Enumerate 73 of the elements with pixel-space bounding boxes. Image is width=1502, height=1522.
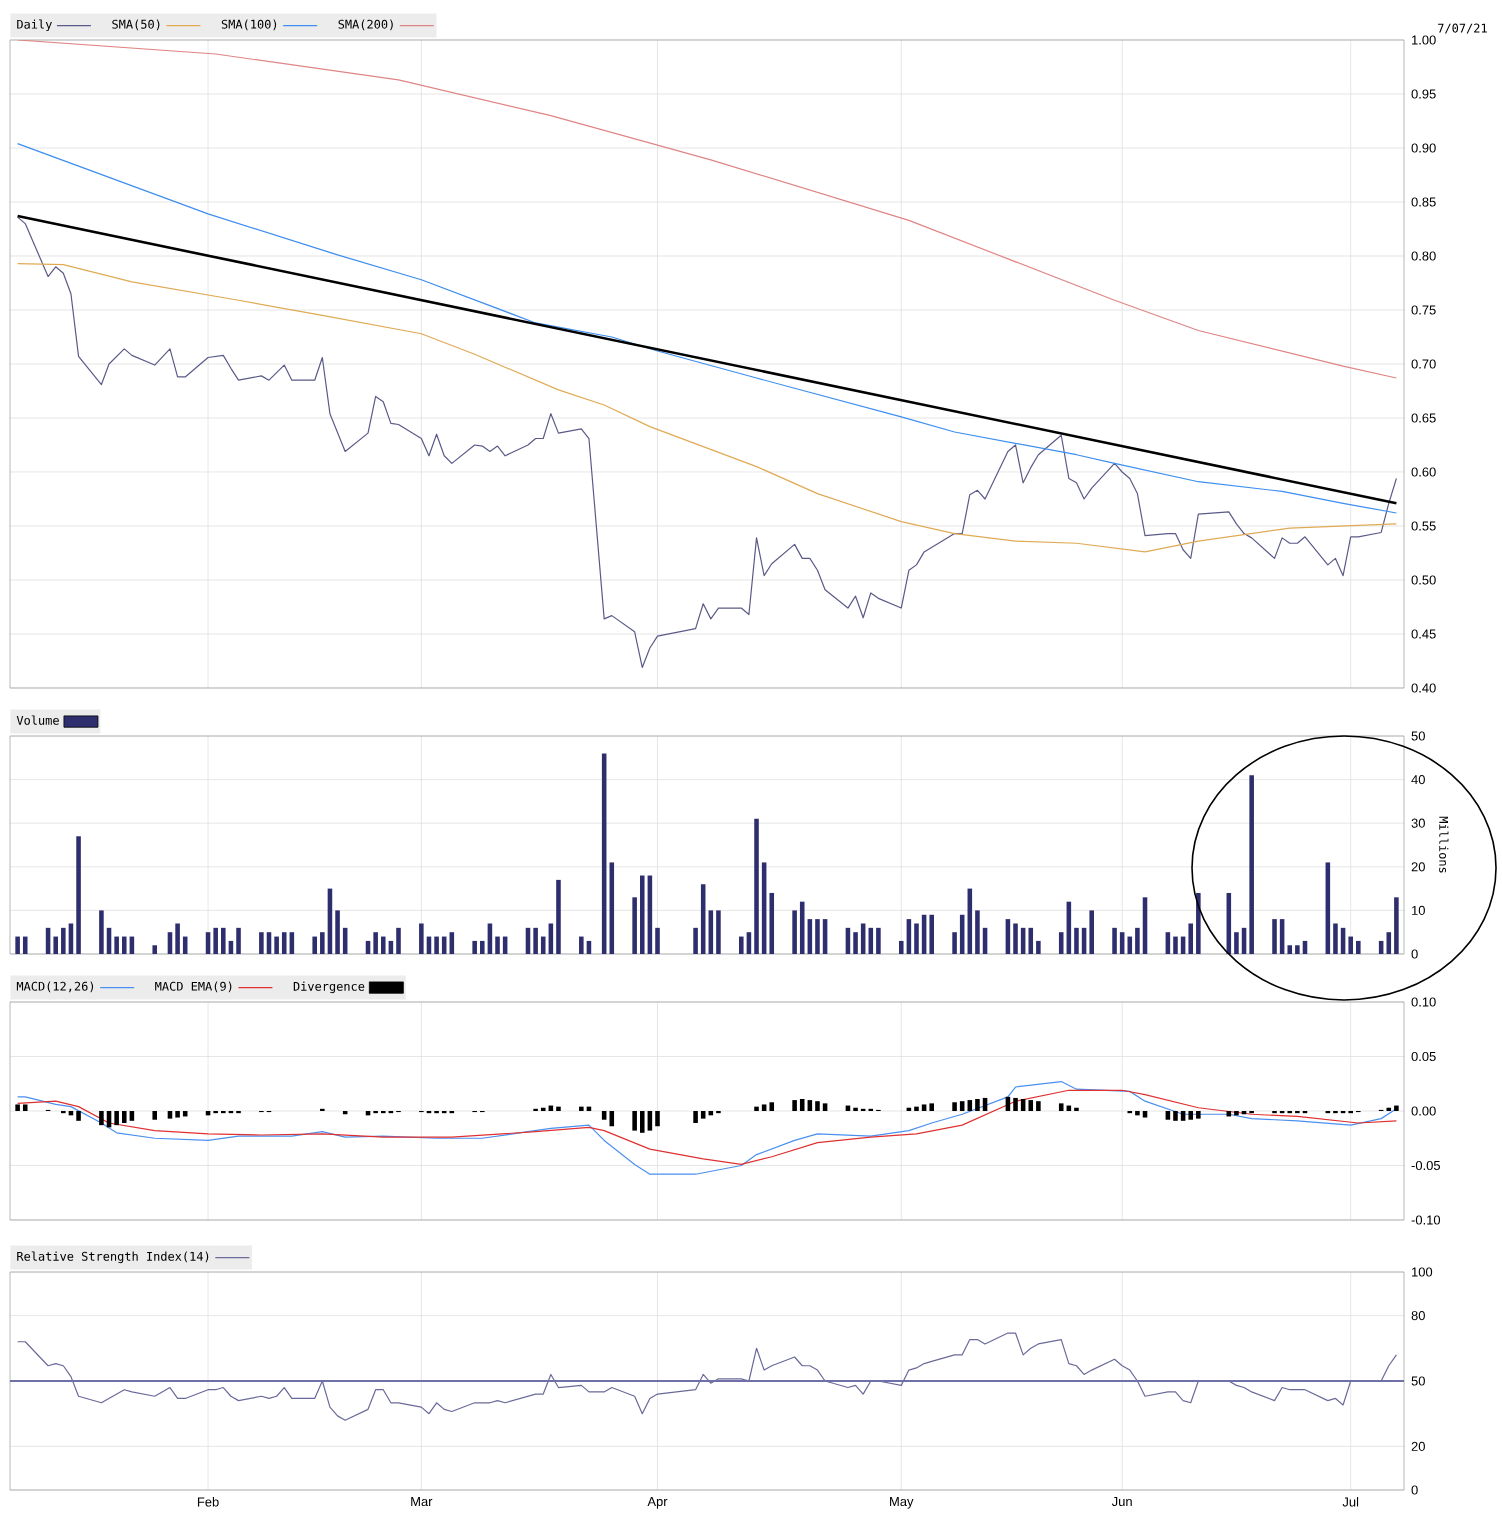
bar — [876, 927, 881, 954]
bar — [1058, 1103, 1064, 1111]
bar — [761, 1104, 767, 1111]
bar — [396, 927, 401, 954]
bar — [1173, 936, 1178, 954]
bar — [53, 936, 58, 954]
bar — [121, 936, 127, 954]
bar — [1348, 936, 1353, 954]
bar — [975, 1099, 980, 1111]
bar — [114, 1110, 119, 1126]
bar — [1036, 1101, 1041, 1111]
bar — [739, 936, 744, 954]
bar — [76, 1110, 81, 1121]
bar — [1142, 1110, 1148, 1118]
bar — [1028, 927, 1034, 954]
bar — [1028, 1100, 1034, 1111]
bar — [952, 1102, 957, 1111]
bar — [822, 1103, 828, 1111]
bar — [114, 936, 119, 954]
bar — [1127, 936, 1133, 954]
bar — [221, 927, 226, 954]
bar — [1272, 919, 1277, 954]
bar — [1295, 945, 1300, 954]
bar — [15, 936, 20, 954]
bar — [792, 1100, 797, 1111]
bar — [929, 914, 935, 954]
bar — [1356, 940, 1361, 954]
bar — [15, 1104, 20, 1111]
bar — [76, 836, 81, 954]
bar — [167, 1110, 173, 1119]
bar — [236, 927, 241, 954]
bar — [815, 919, 820, 954]
bar — [61, 927, 66, 954]
bar — [1165, 1110, 1171, 1120]
bar — [121, 1110, 127, 1123]
bar — [921, 1104, 927, 1111]
bar — [274, 936, 279, 954]
bar — [1234, 1110, 1239, 1116]
bar — [152, 1110, 158, 1120]
bar — [929, 1103, 935, 1111]
bar — [769, 1102, 775, 1111]
bar — [213, 927, 218, 954]
bar — [1089, 910, 1094, 954]
bar — [1249, 775, 1254, 954]
bar — [1394, 1105, 1399, 1111]
bar — [799, 901, 805, 954]
bar — [815, 1101, 820, 1111]
bar — [1013, 923, 1018, 954]
bar — [792, 910, 797, 954]
bar — [99, 910, 104, 954]
bar — [716, 910, 721, 954]
bar — [914, 923, 919, 954]
bar — [1013, 1097, 1018, 1111]
bar — [1188, 1110, 1194, 1120]
bar — [1173, 1110, 1178, 1121]
bar — [373, 932, 378, 954]
bar — [152, 945, 158, 954]
bar — [799, 1099, 805, 1111]
bar — [754, 818, 759, 954]
bar — [175, 1110, 180, 1118]
bar — [281, 932, 287, 954]
bar — [259, 932, 264, 954]
bar — [1135, 1110, 1140, 1116]
bar — [1196, 1110, 1201, 1119]
bar — [1394, 897, 1399, 954]
bar — [22, 936, 28, 954]
bar — [99, 1110, 104, 1126]
bar — [380, 936, 386, 954]
bar — [1196, 892, 1201, 954]
bar — [1112, 927, 1117, 954]
bar — [175, 923, 180, 954]
bar — [22, 1104, 28, 1111]
bar — [312, 936, 317, 954]
